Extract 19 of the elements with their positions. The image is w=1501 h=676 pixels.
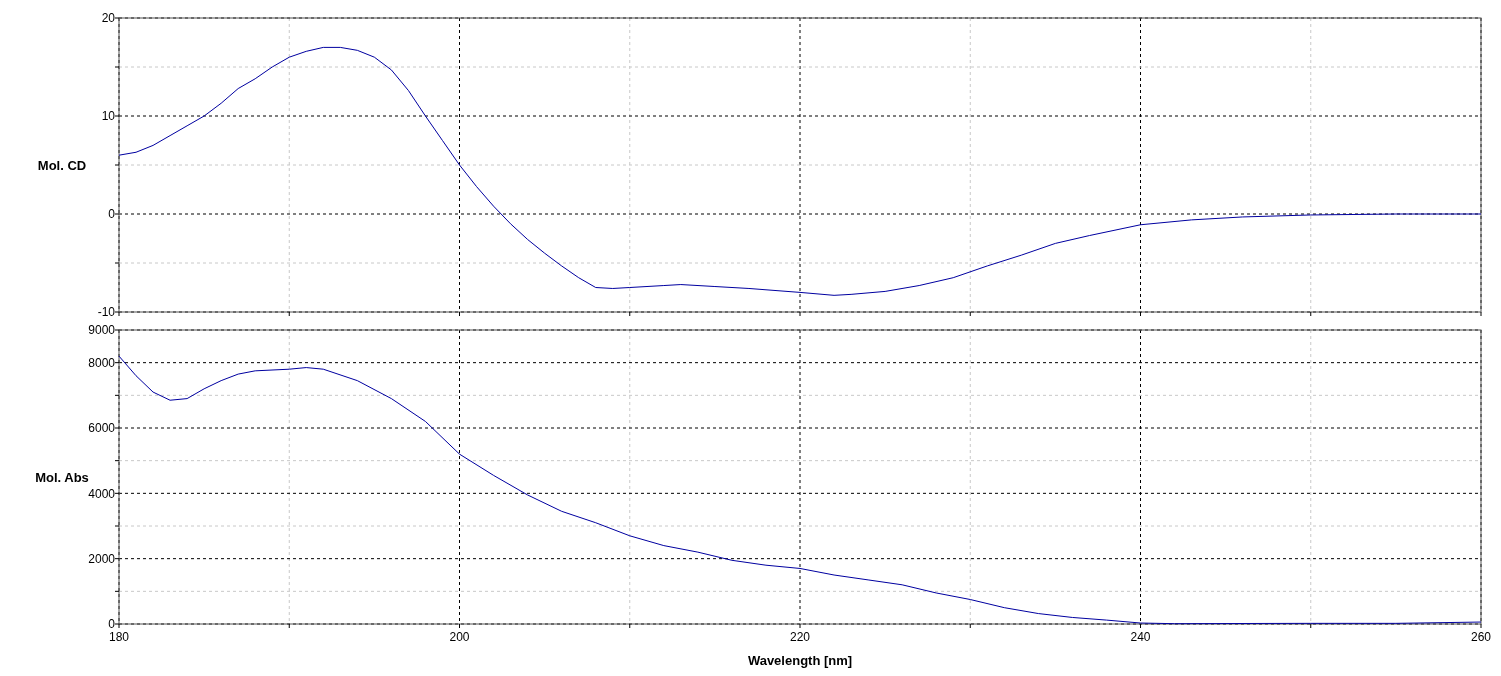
y-tick-label: 10 bbox=[101, 109, 116, 124]
x-tick-label: 240 bbox=[1130, 630, 1151, 644]
line-series bbox=[118, 46, 1482, 296]
y-axis-title: Mol. CD bbox=[37, 157, 87, 173]
y-tick-label: 9000 bbox=[88, 323, 116, 338]
x-tick-label: 200 bbox=[449, 630, 470, 644]
x-tick-label: 220 bbox=[789, 630, 811, 644]
y-tick-label: -10 bbox=[97, 305, 116, 320]
x-tick-label: 260 bbox=[1470, 630, 1492, 644]
x-axis-title: Wavelength [nm] bbox=[747, 653, 853, 668]
y-tick-label: 0 bbox=[108, 617, 116, 632]
y-tick-label: 6000 bbox=[88, 421, 116, 436]
x-tick-label: 180 bbox=[108, 630, 130, 644]
y-axis-title: Mol. Abs bbox=[35, 469, 89, 485]
y-tick-label: 8000 bbox=[88, 355, 116, 370]
y-tick-label: 20 bbox=[101, 11, 116, 26]
y-tick-label: 4000 bbox=[88, 486, 116, 501]
y-tick-label: 2000 bbox=[88, 551, 116, 566]
y-tick-label: 0 bbox=[108, 207, 116, 222]
